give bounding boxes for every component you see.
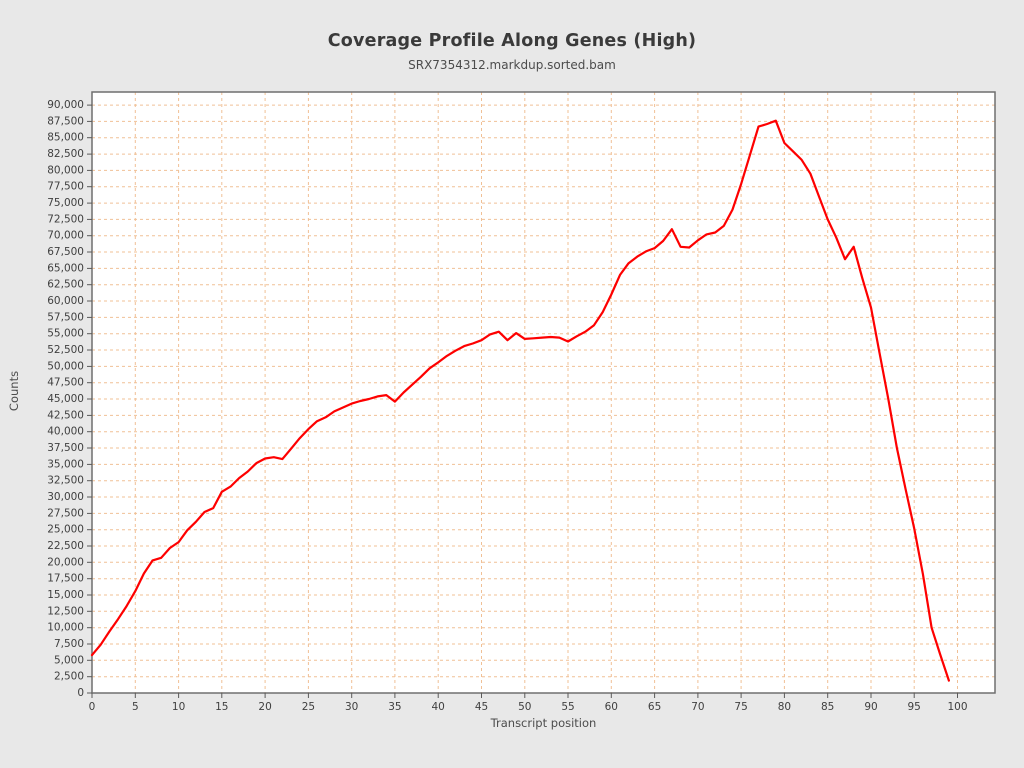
y-tick-label: 17,500: [47, 573, 84, 585]
y-tick-label: 60,000: [47, 295, 84, 307]
y-tick-label: 75,000: [47, 197, 84, 209]
y-tick-label: 20,000: [47, 556, 84, 568]
x-tick-label: 30: [345, 701, 358, 713]
x-tick-label: 55: [561, 701, 574, 713]
y-tick-label: 12,500: [47, 605, 84, 617]
y-tick-label: 85,000: [47, 132, 84, 144]
y-tick-label: 87,500: [47, 115, 84, 127]
y-tick-label: 25,000: [47, 524, 84, 536]
y-tick-label: 42,500: [47, 409, 84, 421]
coverage-line: [90, 119, 951, 682]
x-tick-label: 0: [89, 701, 96, 713]
y-tick-label: 77,500: [47, 181, 84, 193]
x-tick-label: 85: [821, 701, 834, 713]
x-tick-label: 35: [388, 701, 401, 713]
y-tick-label: 5,000: [54, 654, 84, 666]
y-tick-label: 67,500: [47, 246, 84, 258]
x-tick-label: 65: [648, 701, 661, 713]
y-tick-label: 82,500: [47, 148, 84, 160]
x-tick-label: 40: [432, 701, 445, 713]
y-tick-label: 22,500: [47, 540, 84, 552]
x-tick-label: 100: [947, 701, 967, 713]
y-tick-label: 27,500: [47, 507, 84, 519]
x-tick-label: 95: [908, 701, 921, 713]
x-axis-label: Transcript position: [490, 716, 597, 730]
plot-border: [91, 91, 996, 694]
x-tick-label: 50: [518, 701, 531, 713]
x-tick-label: 20: [258, 701, 271, 713]
y-tick-label: 40,000: [47, 426, 84, 438]
plot-area: [92, 92, 995, 693]
y-tick-label: 80,000: [47, 164, 84, 176]
y-tick-label: 72,500: [47, 213, 84, 225]
y-tick-label: 62,500: [47, 279, 84, 291]
x-tick-label: 60: [605, 701, 618, 713]
y-tick-label: 55,000: [47, 328, 84, 340]
x-tick-label: 75: [734, 701, 747, 713]
y-tick-label: 30,000: [47, 491, 84, 503]
y-tick-label: 70,000: [47, 230, 84, 242]
y-tick-label: 52,500: [47, 344, 84, 356]
x-tick-label: 80: [778, 701, 791, 713]
x-tick-label: 70: [691, 701, 704, 713]
x-tick-label: 45: [475, 701, 488, 713]
x-tick-label: 5: [132, 701, 139, 713]
y-tick-label: 0: [77, 687, 84, 699]
y-tick-label: 35,000: [47, 458, 84, 470]
y-tick-label: 7,500: [54, 638, 84, 650]
y-axis-label: Counts: [7, 370, 21, 412]
y-tick-label: 32,500: [47, 475, 84, 487]
chart-title: Coverage Profile Along Genes (High): [327, 31, 697, 51]
y-tick-label: 47,500: [47, 377, 84, 389]
y-tick-label: 10,000: [47, 622, 84, 634]
y-tick-label: 2,500: [54, 671, 84, 683]
x-tick-label: 25: [302, 701, 315, 713]
y-tick-label: 90,000: [47, 99, 84, 111]
y-tick-label: 57,500: [47, 311, 84, 323]
y-tick-label: 50,000: [47, 360, 84, 372]
x-tick-label: 15: [215, 701, 228, 713]
chart-subtitle: SRX7354312.markdup.sorted.bam: [408, 58, 616, 72]
x-tick-label: 10: [172, 701, 185, 713]
y-tick-label: 45,000: [47, 393, 84, 405]
y-tick-label: 65,000: [47, 262, 84, 274]
y-tick-label: 37,500: [47, 442, 84, 454]
y-tick-label: 15,000: [47, 589, 84, 601]
x-tick-label: 90: [864, 701, 877, 713]
